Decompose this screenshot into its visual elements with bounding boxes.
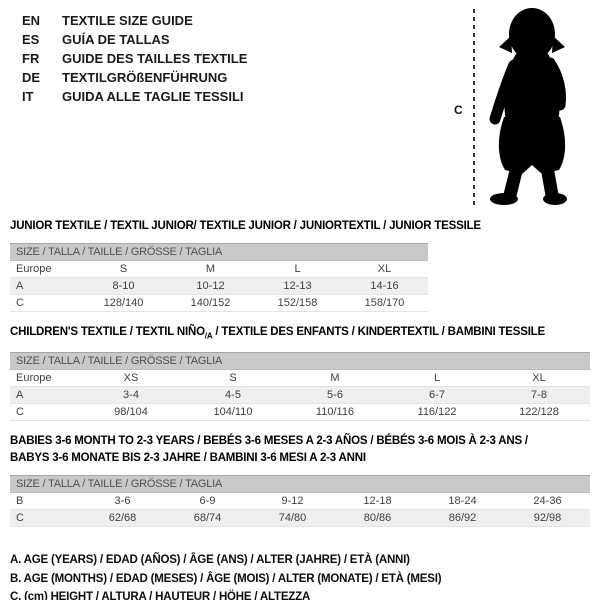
dashed-measure-line: [473, 9, 475, 205]
size-value: L: [254, 261, 341, 278]
footnote-line: A. AGE (YEARS) / EDAD (AÑOS) / ÂGE (ANS)…: [10, 554, 410, 567]
size-value: 6-9: [165, 493, 250, 511]
size-value: 14-16: [341, 277, 428, 295]
language-row: IT GUIDA ALLE TAGLIE TESSILI: [22, 87, 247, 106]
size-grid: Europe S M L XL A 8-10 10-12 12-13 14-16 C 128/140 1…: [10, 261, 428, 312]
height-measure-figure: C: [452, 5, 590, 209]
table-row: C 62/68 68/74 74/80 80/86 86/92 92/98: [10, 509, 590, 528]
size-value: 24-36: [505, 493, 590, 511]
size-value: 158/170: [341, 294, 428, 312]
size-value: XL: [341, 261, 428, 278]
size-value: 104/110: [182, 403, 284, 422]
size-header-bar: SIZE / TALLA / TAILLE / GRÖSSE / TAGLIA: [10, 352, 590, 371]
language-code: FR: [22, 51, 40, 66]
language-code: EN: [22, 13, 41, 28]
size-value: 140/152: [167, 294, 254, 312]
table-row: C 98/104 104/110 110/116 116/122 122/128: [10, 403, 590, 422]
size-table-junior: JUNIOR TEXTILE / TEXTIL JUNIOR/ TEXTILE …: [10, 218, 590, 312]
size-value: 3-4: [80, 386, 182, 405]
language-code: DE: [22, 70, 41, 85]
footnote-line: C. (cm) HEIGHT / ALTURA / HAUTEUR / HÖHE…: [10, 591, 311, 600]
size-value: 122/128: [488, 403, 590, 422]
size-value: 86/92: [420, 509, 505, 528]
size-table-children: CHILDREN'S TEXTILE / TEXTIL NIÑO/A / TEX…: [10, 324, 590, 422]
size-value: 62/68: [80, 509, 165, 528]
size-value: 98/104: [80, 403, 182, 422]
table-row: B 3-6 6-9 9-12 12-18 18-24 24-36: [10, 493, 590, 511]
table-row: A 3-4 4-5 5-6 6-7 7-8: [10, 386, 590, 405]
size-header-bar: SIZE / TALLA / TAILLE / GRÖSSE / TAGLIA: [10, 475, 590, 494]
size-grid: B 3-6 6-9 9-12 12-18 18-24 24-36 C 62/68 68/74 74/…: [10, 493, 590, 528]
language-label: GUIDE DES TAILLES TEXTILE: [62, 51, 248, 66]
row-label: Europe: [10, 370, 80, 388]
language-label: GUÍA DE TALLAS: [62, 32, 170, 47]
language-row: ES GUÍA DE TALLAS: [22, 30, 247, 49]
row-label: B: [10, 493, 80, 511]
size-value: 3-6: [80, 493, 165, 511]
table-row: Europe S M L XL: [10, 261, 428, 278]
size-value: 10-12: [167, 277, 254, 295]
table-row: Europe XS S M L XL: [10, 370, 590, 388]
size-value: 4-5: [182, 386, 284, 405]
footnote-line: B. AGE (MONTHS) / EDAD (MESES) / ÂGE (MO…: [10, 572, 442, 585]
size-value: 7-8: [488, 386, 590, 405]
language-label: TEXTILE SIZE GUIDE: [62, 13, 193, 28]
row-label: C: [10, 509, 80, 528]
size-value: 12-18: [335, 493, 420, 511]
size-value: L: [386, 370, 488, 388]
size-value: 116/122: [386, 403, 488, 422]
size-value: XL: [488, 370, 590, 388]
size-grid: Europe XS S M L XL A 3-4 4-5 5-6 6-7 7-8 C 98/104 104/…: [10, 370, 590, 422]
baby-silhouette-icon: [489, 8, 567, 205]
size-value: 152/158: [254, 294, 341, 312]
size-value: 9-12: [250, 493, 335, 511]
size-value: M: [167, 261, 254, 278]
language-row: DE TEXTILGRÖßENFÜHRUNG: [22, 68, 247, 87]
footnotes: A. AGE (YEARS) / EDAD (AÑOS) / ÂGE (ANS)…: [10, 551, 590, 600]
size-value: S: [182, 370, 284, 388]
language-list: EN TEXTILE SIZE GUIDE ES GUÍA DE TALLAS FR GU…: [22, 11, 247, 106]
size-table-babies: BABIES 3-6 MONTH TO 2-3 YEARS / BEBÉS 3-…: [10, 433, 590, 528]
size-value: 12-13: [254, 277, 341, 295]
size-value: 18-24: [420, 493, 505, 511]
row-label: C: [10, 294, 80, 312]
size-value: 5-6: [284, 386, 386, 405]
language-label: TEXTILGRÖßENFÜHRUNG: [62, 70, 228, 85]
size-value: XS: [80, 370, 182, 388]
language-code: IT: [22, 89, 34, 104]
size-value: 6-7: [386, 386, 488, 405]
row-label: A: [10, 386, 80, 405]
table-row: A 8-10 10-12 12-13 14-16: [10, 277, 428, 295]
table-row: C 128/140 140/152 152/158 158/170: [10, 294, 428, 312]
measure-c-label: C: [454, 103, 463, 117]
size-tables-area: JUNIOR TEXTILE / TEXTIL JUNIOR/ TEXTILE …: [10, 218, 590, 600]
row-label: C: [10, 403, 80, 422]
row-label: Europe: [10, 261, 80, 278]
size-value: 80/86: [335, 509, 420, 528]
language-row: FR GUIDE DES TAILLES TEXTILE: [22, 49, 247, 68]
size-value: 68/74: [165, 509, 250, 528]
language-row: EN TEXTILE SIZE GUIDE: [22, 11, 247, 30]
table-title: BABIES 3-6 MONTH TO 2-3 YEARS / BEBÉS 3-…: [10, 435, 528, 465]
size-value: S: [80, 261, 167, 278]
size-value: 92/98: [505, 509, 590, 528]
language-label: GUIDA ALLE TAGLIE TESSILI: [62, 89, 244, 104]
size-value: 8-10: [80, 277, 167, 295]
table-title: JUNIOR TEXTILE / TEXTIL JUNIOR/ TEXTILE …: [10, 220, 481, 232]
language-code: ES: [22, 32, 40, 47]
size-value: 128/140: [80, 294, 167, 312]
size-header-bar: SIZE / TALLA / TAILLE / GRÖSSE / TAGLIA: [10, 243, 428, 261]
size-value: 74/80: [250, 509, 335, 528]
table-title: CHILDREN'S TEXTILE / TEXTIL NIÑO/A / TEX…: [10, 326, 545, 341]
row-label: A: [10, 277, 80, 295]
size-value: M: [284, 370, 386, 388]
size-value: 110/116: [284, 403, 386, 422]
